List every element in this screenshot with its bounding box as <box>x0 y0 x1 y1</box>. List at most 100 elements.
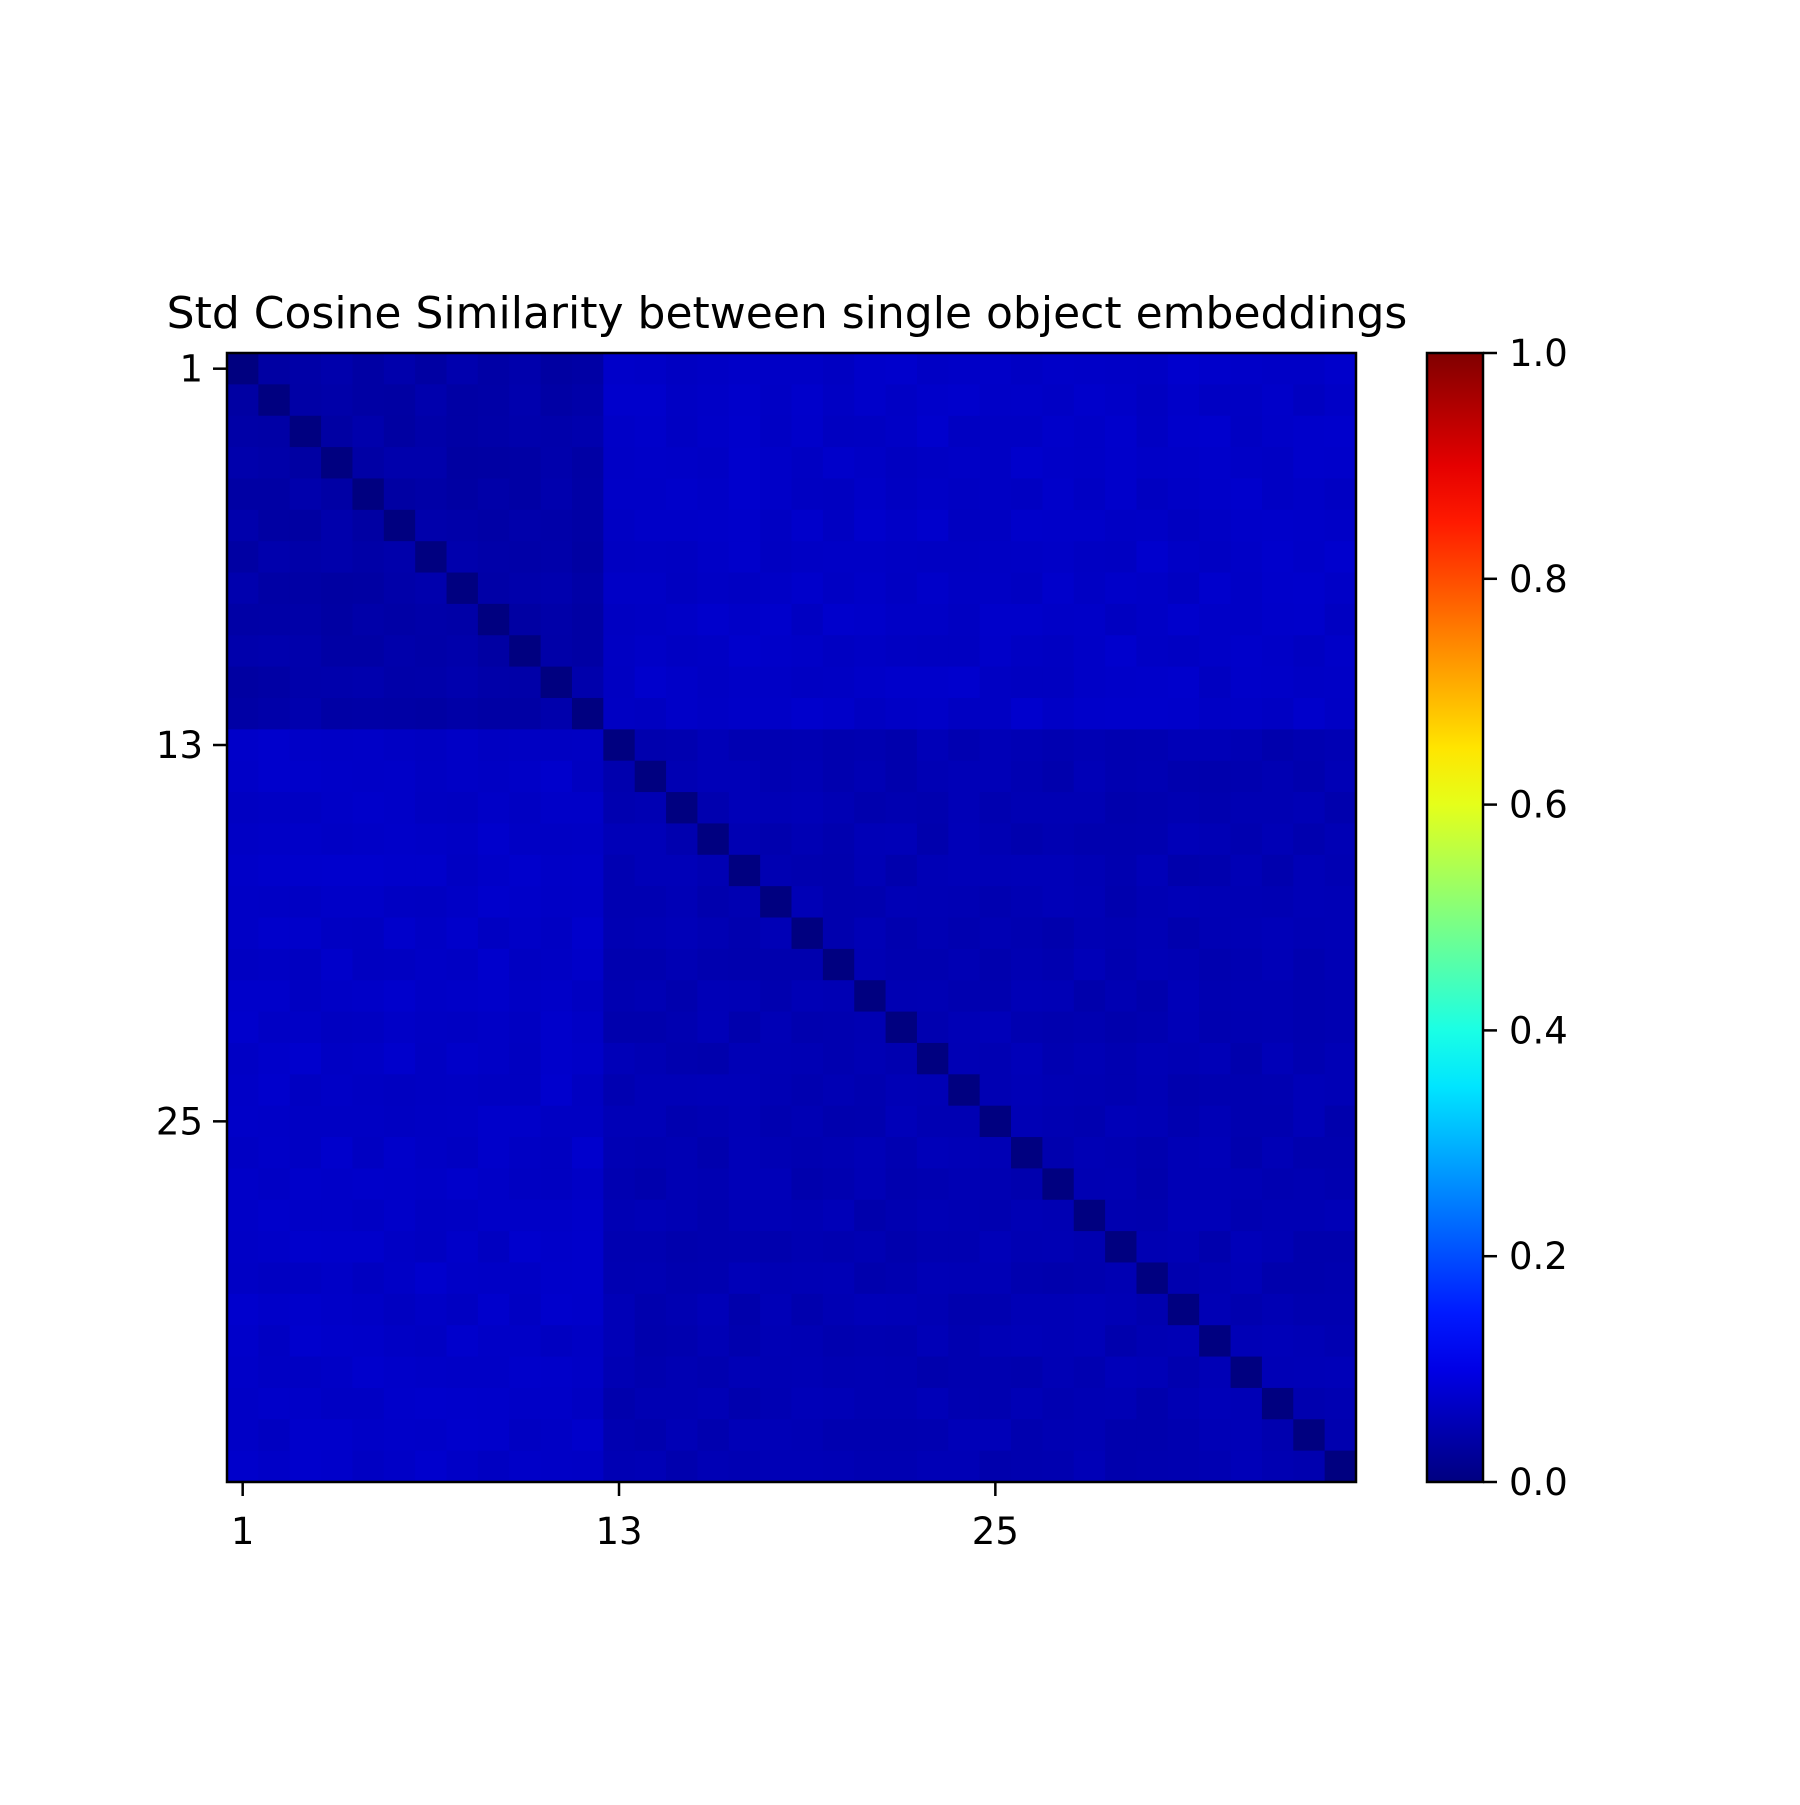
heatmap-cell <box>415 603 448 636</box>
heatmap-cell <box>352 697 385 730</box>
heatmap-cell <box>1261 1293 1294 1326</box>
heatmap-cell <box>916 1325 949 1358</box>
heatmap-cell <box>446 635 479 668</box>
heatmap-cell <box>321 1074 354 1107</box>
heatmap-cell <box>854 948 887 981</box>
heatmap-cell <box>1293 917 1326 950</box>
heatmap-cell <box>258 980 291 1013</box>
heatmap-cell <box>571 1231 604 1264</box>
heatmap-cell <box>916 415 949 448</box>
heatmap-cell <box>948 541 981 574</box>
heatmap-cell <box>352 980 385 1013</box>
heatmap-cell <box>979 1293 1012 1326</box>
heatmap-cell <box>791 1042 824 1075</box>
heatmap-cell <box>1293 1356 1326 1389</box>
heatmap-cell <box>822 792 855 825</box>
heatmap-cell <box>1293 447 1326 480</box>
heatmap-cell <box>697 823 730 856</box>
heatmap-cell <box>1073 1356 1106 1389</box>
heatmap-cell <box>289 635 322 668</box>
heatmap-cell <box>634 1168 667 1201</box>
heatmap-cell <box>352 792 385 825</box>
heatmap-cell <box>948 1011 981 1044</box>
heatmap-cell <box>1230 1137 1263 1169</box>
heatmap-cell <box>1136 509 1169 542</box>
heatmap-cell <box>1324 353 1357 385</box>
heatmap-cell <box>822 353 855 385</box>
heatmap-cell <box>1105 541 1138 574</box>
heatmap-cell <box>1167 917 1200 950</box>
heatmap-cell <box>885 1074 918 1107</box>
heatmap-cell <box>1167 603 1200 636</box>
heatmap-cell <box>822 1199 855 1232</box>
heatmap-cell <box>258 1293 291 1326</box>
heatmap-cell <box>509 384 542 417</box>
heatmap-cell <box>1136 729 1169 762</box>
heatmap-cell <box>1073 917 1106 950</box>
heatmap-cell <box>791 1325 824 1358</box>
heatmap-cell <box>258 1387 291 1420</box>
heatmap-cell <box>1199 572 1232 605</box>
heatmap-cell <box>760 697 793 730</box>
heatmap-cell <box>979 353 1012 385</box>
heatmap-cell <box>540 1199 573 1232</box>
colorbar-tick-label: 1.0 <box>1509 332 1568 375</box>
heatmap-cell <box>791 1231 824 1264</box>
heatmap-cell <box>446 478 479 511</box>
heatmap-cell <box>227 1387 259 1420</box>
heatmap-cell <box>289 353 322 385</box>
heatmap-cell <box>1230 478 1263 511</box>
heatmap-cell <box>1230 729 1263 762</box>
heatmap-cell <box>854 1325 887 1358</box>
heatmap-cell <box>415 917 448 950</box>
heatmap-cell <box>885 1356 918 1389</box>
heatmap-cell <box>791 1419 824 1452</box>
heatmap-cell <box>760 384 793 417</box>
heatmap-cell <box>540 384 573 417</box>
heatmap-cell <box>728 635 761 668</box>
heatmap-cell <box>760 635 793 668</box>
heatmap-cell <box>540 823 573 856</box>
heatmap-cell <box>979 1419 1012 1452</box>
heatmap-cell <box>979 729 1012 762</box>
heatmap-cell <box>1011 792 1043 825</box>
heatmap-cell <box>666 1419 699 1452</box>
heatmap-cell <box>1230 1042 1263 1075</box>
heatmap-cell <box>1105 1199 1138 1232</box>
heatmap-cell <box>822 980 855 1013</box>
heatmap-cell <box>352 666 385 699</box>
heatmap-cell <box>1011 1419 1043 1452</box>
heatmap-cell <box>1073 886 1106 919</box>
heatmap-cell <box>885 353 918 385</box>
heatmap-cell <box>289 541 322 574</box>
heatmap-cell <box>321 478 354 511</box>
heatmap-cell <box>916 854 949 887</box>
heatmap-cell <box>1167 635 1200 668</box>
heatmap-cell <box>791 478 824 511</box>
heatmap-cell <box>1324 1356 1357 1389</box>
heatmap-cell <box>916 478 949 511</box>
heatmap-cell <box>634 447 667 480</box>
heatmap-cell <box>1199 697 1232 730</box>
heatmap-cell <box>1105 635 1138 668</box>
heatmap-cell <box>352 1168 385 1201</box>
heatmap-cell <box>477 1419 510 1452</box>
heatmap-cell <box>979 1356 1012 1389</box>
heatmap-cell <box>1261 1262 1294 1295</box>
heatmap-cell <box>634 1262 667 1295</box>
heatmap-cell <box>822 1011 855 1044</box>
heatmap-cell <box>1011 478 1043 511</box>
heatmap-cell <box>1042 353 1075 385</box>
heatmap-cell <box>321 509 354 542</box>
heatmap-cell <box>352 635 385 668</box>
heatmap-cell <box>822 1419 855 1452</box>
heatmap-cell <box>1199 760 1232 793</box>
heatmap-cell <box>728 948 761 981</box>
heatmap-cell <box>477 729 510 762</box>
heatmap-cell <box>1136 1074 1169 1107</box>
heatmap-cell <box>854 1074 887 1107</box>
heatmap-cell <box>666 823 699 856</box>
heatmap-cell <box>1011 415 1043 448</box>
heatmap-cell <box>1199 1356 1232 1389</box>
heatmap-cell <box>1136 572 1169 605</box>
